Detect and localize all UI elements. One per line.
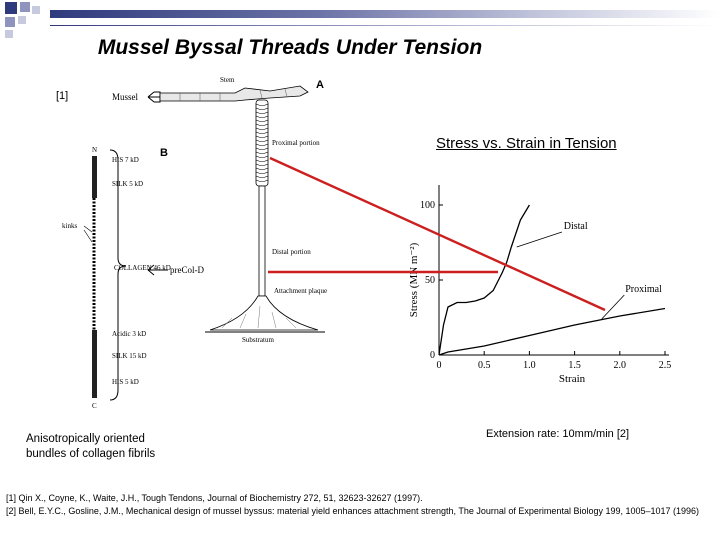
- coil-ring: [255, 127, 269, 130]
- x-axis-label: Strain: [559, 373, 586, 385]
- coil-ring: [255, 179, 269, 182]
- coil-ring: [255, 115, 269, 118]
- caption-left: Anisotropically oriented bundles of coll…: [26, 433, 156, 460]
- distal-label: Distal portion: [272, 248, 311, 256]
- corner-decoration: [0, 0, 60, 40]
- reference-1: [1] Qin X., Coyne, K., Waite, J.H., Toug…: [6, 493, 423, 503]
- precol-arrow: [147, 264, 168, 276]
- collagen-label: COLLAGEN 46 kD: [114, 264, 171, 272]
- coil-ring: [255, 107, 269, 110]
- label-b: B: [160, 147, 168, 159]
- ref-marker: [1]: [56, 90, 69, 102]
- leader-distal: [516, 231, 563, 248]
- c-term: C: [92, 402, 97, 410]
- proximal-label: Proximal portion: [272, 139, 320, 147]
- series-line-distal: [438, 204, 530, 356]
- series-label-distal: Distal: [564, 221, 588, 232]
- byssus-diagram: A Stem Mussel Proximal portion Distal po…: [62, 76, 327, 410]
- acidic-label: Acidic 3 kD: [112, 330, 146, 338]
- coil-ring: [255, 111, 269, 114]
- coil-ring: [255, 135, 269, 138]
- coil-ring: [255, 139, 269, 142]
- x-tick-label: 1.0: [523, 360, 536, 371]
- label-a: A: [316, 79, 324, 91]
- coil-ring: [255, 155, 269, 158]
- title-underline: [50, 25, 720, 26]
- chart-heading: Stress vs. Strain in Tension: [436, 135, 617, 152]
- y-tick-label: 100: [420, 200, 435, 211]
- reference-2: [2] Bell, E.Y.C., Gosline, J.M., Mechani…: [6, 506, 700, 516]
- x-tick-label: 1.5: [568, 360, 581, 371]
- series-label-proximal: Proximal: [625, 284, 662, 295]
- stem-body: [159, 85, 309, 102]
- coil-ring: [255, 147, 269, 150]
- molecule-bottom: [92, 330, 97, 398]
- attachment-plaque: [209, 295, 319, 331]
- n-term: N: [92, 146, 97, 154]
- mussel-arrow: [147, 91, 161, 103]
- kinks-label: kinks: [62, 222, 77, 230]
- coil-ring: [255, 103, 269, 106]
- silk-bottom: SILK 15 kD: [112, 352, 147, 360]
- references: [1] Qin X., Coyne, K., Waite, J.H., Toug…: [6, 492, 718, 518]
- mussel-label: Mussel: [112, 92, 139, 102]
- his-top: HIS 7 kD: [112, 156, 139, 164]
- coil-ring: [255, 151, 269, 154]
- coil-ring: [255, 163, 269, 166]
- molecule-top: [92, 156, 97, 198]
- y-tick-label: 50: [425, 275, 435, 286]
- stress-strain-chart: 0 0.5 1.0 1.5 2.0 2.5 0 50 100 Strain Stress (MN m…: [408, 185, 672, 385]
- coil-ring: [255, 159, 269, 162]
- x-tick-label: 0: [437, 360, 442, 371]
- coil-ring: [255, 123, 269, 126]
- top-stripe: [50, 10, 720, 18]
- plaque-label: Attachment plaque: [274, 287, 327, 295]
- stem-label: Stem: [220, 76, 235, 84]
- series-line-proximal: [438, 307, 666, 356]
- y-tick-label: 0: [430, 350, 435, 361]
- substratum-label: Substratum: [242, 336, 274, 344]
- x-tick-label: 2.0: [614, 360, 627, 371]
- coil-ring: [255, 175, 269, 178]
- coil-ring: [255, 167, 269, 170]
- coil-ring: [255, 171, 269, 174]
- his-bottom: HIS 5 kD: [112, 378, 139, 386]
- slide-title: Mussel Byssal Threads Under Tension: [97, 36, 483, 59]
- precol-label: preCol-D: [170, 265, 204, 275]
- x-tick-label: 2.5: [659, 360, 672, 371]
- y-axis-label: Stress (MN m⁻²): [408, 242, 420, 317]
- red-arrow-proximal: [269, 156, 606, 312]
- brace: [109, 149, 127, 401]
- x-tick-label: 0.5: [478, 360, 491, 371]
- coil-ring: [255, 131, 269, 134]
- coil-ring: [255, 143, 269, 146]
- coil-ring: [255, 119, 269, 122]
- leader-proximal: [601, 294, 625, 320]
- caption-right: Extension rate: 10mm/min [2]: [486, 428, 630, 440]
- silk-top: SILK 5 kD: [112, 180, 143, 188]
